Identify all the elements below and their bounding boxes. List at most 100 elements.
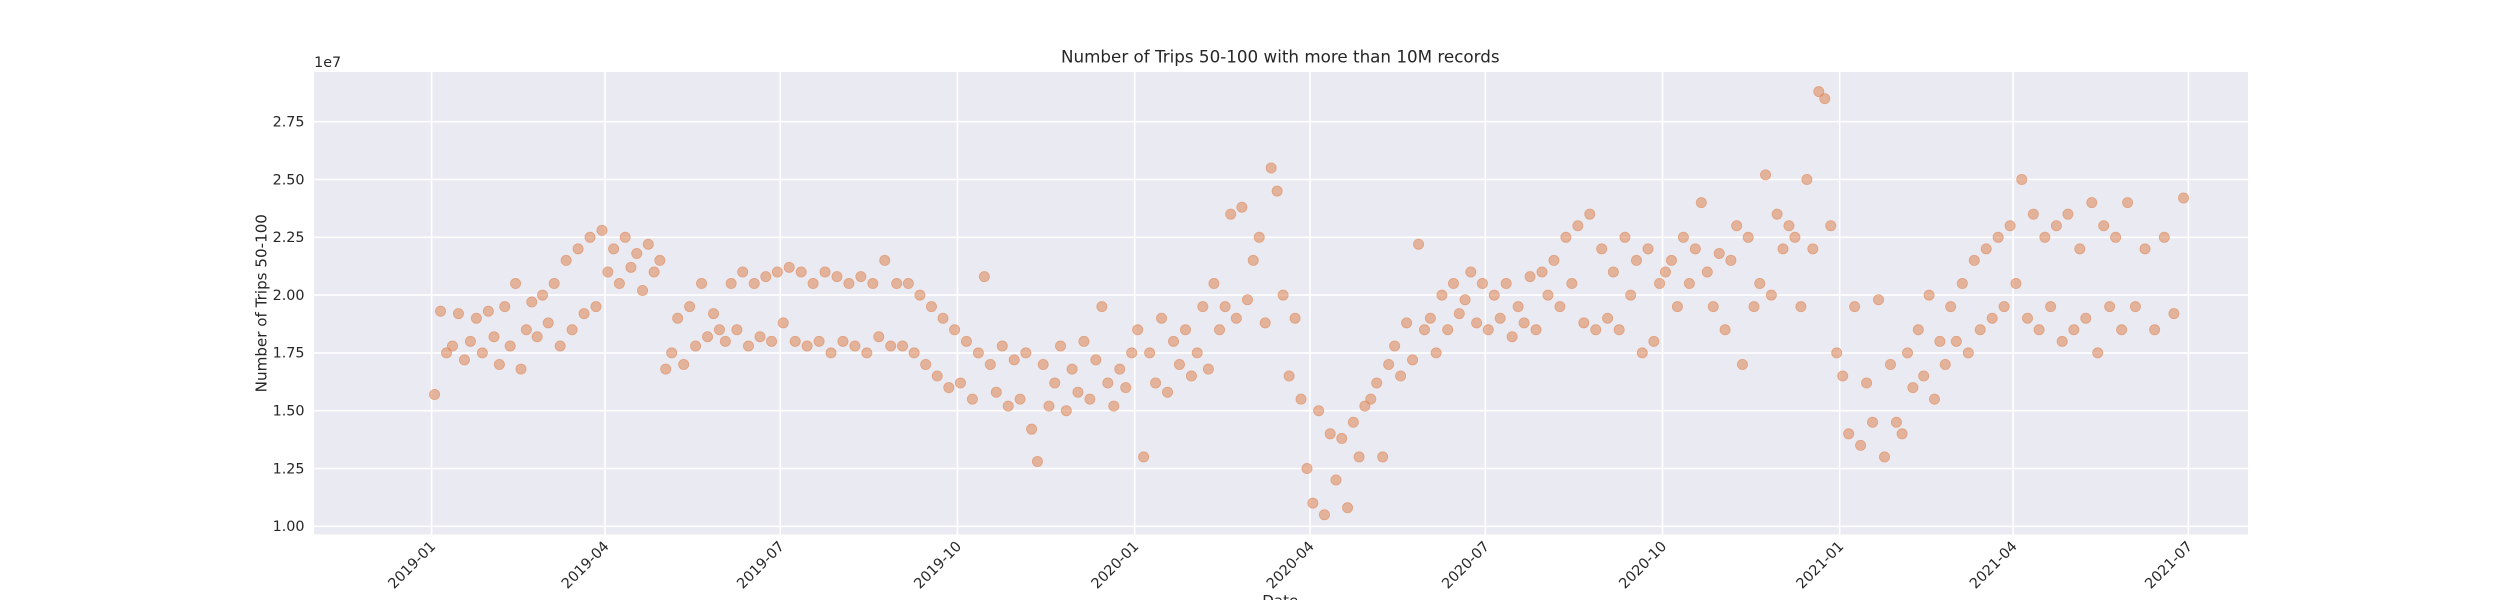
point	[1494, 312, 1506, 324]
point	[1465, 266, 1477, 278]
point	[920, 358, 932, 370]
point	[2027, 208, 2039, 220]
point	[783, 261, 795, 273]
point	[1795, 301, 1807, 313]
point	[1923, 289, 1935, 301]
point	[1695, 197, 1707, 209]
point	[1500, 278, 1512, 290]
chart-title: Number of Trips 50-100 with more than 10…	[1061, 46, 1500, 66]
point	[1295, 393, 1307, 405]
x-axis-label: Date	[1262, 592, 1298, 600]
point	[2050, 220, 2062, 232]
point	[488, 331, 500, 343]
point	[584, 231, 596, 243]
point	[1424, 312, 1436, 324]
point	[1259, 317, 1271, 329]
point	[1230, 312, 1242, 324]
point	[1060, 405, 1072, 417]
point	[1771, 208, 1783, 220]
point	[1407, 354, 1419, 366]
point	[482, 305, 494, 317]
point	[1619, 231, 1631, 243]
point	[1701, 266, 1713, 278]
point	[1578, 317, 1590, 329]
point	[2056, 335, 2068, 347]
point	[1377, 451, 1389, 463]
point	[843, 278, 855, 290]
point	[897, 340, 909, 352]
point	[925, 301, 937, 313]
point	[1383, 358, 1395, 370]
point	[531, 331, 543, 343]
point	[596, 224, 608, 236]
point	[1554, 301, 1566, 313]
point	[1518, 317, 1530, 329]
point	[996, 340, 1008, 352]
point	[1214, 324, 1226, 336]
point	[1831, 347, 1843, 359]
point	[813, 335, 825, 347]
point	[1096, 301, 1108, 313]
x-tick-label: 2020-10	[1616, 539, 1670, 593]
point	[771, 266, 783, 278]
point	[1476, 278, 1488, 290]
point	[637, 284, 649, 296]
point	[1144, 347, 1156, 359]
point	[1430, 347, 1442, 359]
point	[2039, 231, 2051, 243]
y-tick-label: 2.50	[273, 172, 305, 188]
point	[2004, 220, 2016, 232]
point	[526, 296, 538, 308]
point	[537, 289, 549, 301]
y-tick-label: 1.00	[273, 519, 305, 535]
point	[625, 261, 637, 273]
point	[1748, 301, 1760, 313]
point	[1014, 393, 1026, 405]
x-tick-label: 2019-04	[559, 539, 613, 593]
point	[2062, 208, 2074, 220]
grid	[314, 72, 2249, 535]
point	[902, 278, 914, 290]
point	[1654, 278, 1666, 290]
point	[642, 238, 654, 250]
point	[1974, 324, 1986, 336]
point	[1584, 208, 1596, 220]
point	[1208, 278, 1220, 290]
y-tick-label: 1.75	[273, 346, 305, 362]
point	[1928, 393, 1940, 405]
point	[1225, 208, 1237, 220]
point	[2068, 324, 2080, 336]
point	[1002, 400, 1014, 412]
x-tick-label: 2021-04	[1967, 539, 2021, 593]
point	[1918, 370, 1930, 382]
point	[1353, 451, 1365, 463]
point	[1191, 347, 1203, 359]
point	[801, 340, 813, 352]
y-axis-label: Number of Trips 50-100	[252, 214, 270, 392]
x-tick-label: 2019-07	[734, 539, 788, 593]
point	[1442, 324, 1454, 336]
point	[1642, 243, 1654, 255]
point	[441, 347, 453, 359]
point	[602, 266, 614, 278]
point	[1777, 243, 1789, 255]
point	[1179, 324, 1191, 336]
point	[943, 382, 955, 394]
point	[654, 254, 666, 266]
point	[1607, 266, 1619, 278]
point	[1968, 254, 1980, 266]
point	[1719, 324, 1731, 336]
point	[742, 340, 754, 352]
point	[1648, 335, 1660, 347]
y-tick-label: 2.25	[273, 230, 305, 246]
point	[1689, 243, 1701, 255]
point	[984, 358, 996, 370]
point	[1150, 377, 1162, 389]
point	[1524, 271, 1536, 283]
point	[1008, 354, 1020, 366]
point	[1825, 220, 1837, 232]
point	[515, 363, 527, 375]
point	[719, 335, 731, 347]
point	[837, 335, 849, 347]
point	[631, 247, 643, 259]
